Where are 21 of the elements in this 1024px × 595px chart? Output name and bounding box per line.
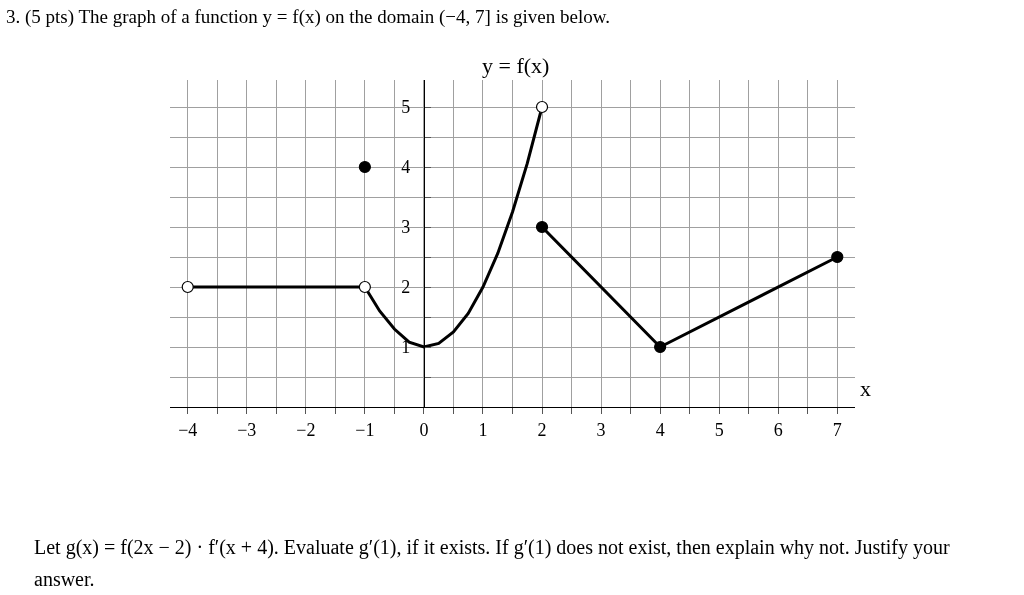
x-tick-label: 7 bbox=[832, 419, 842, 440]
x-tick-label: 1 bbox=[478, 419, 488, 440]
y-tick-label: 2 bbox=[401, 277, 411, 298]
x-tick-label: 5 bbox=[714, 419, 724, 440]
x-tick-label: −1 bbox=[355, 419, 375, 440]
y-tick-label: 5 bbox=[401, 97, 411, 118]
x-tick-label: −2 bbox=[296, 419, 316, 440]
x-tick-label: 2 bbox=[537, 419, 547, 440]
x-tick-label: 4 bbox=[655, 419, 665, 440]
x-tick-label: 6 bbox=[773, 419, 783, 440]
text: Let g(x) = f(2x − 2) · f′(x + 4). Evaluate g′(1), if it exists. If g′(1) does not exist, then explain why not. Justify your answer. bbox=[34, 535, 951, 592]
x-tick-label: −4 bbox=[178, 419, 198, 440]
text: y = f(x) bbox=[482, 53, 550, 78]
x-tick-label: 0 bbox=[419, 419, 429, 440]
x-tick-label: 3 bbox=[596, 419, 606, 440]
x-axis-title: x bbox=[860, 376, 871, 401]
y-tick-label: 3 bbox=[401, 217, 411, 238]
y-tick-label: 1 bbox=[401, 337, 411, 358]
chart-title: 3. (5 pts) The graph of a function y = f(x) on the domain (−4, 7] is given below. bbox=[6, 6, 610, 28]
y-tick-label: 4 bbox=[401, 157, 411, 178]
x-tick-label: −3 bbox=[237, 419, 257, 440]
